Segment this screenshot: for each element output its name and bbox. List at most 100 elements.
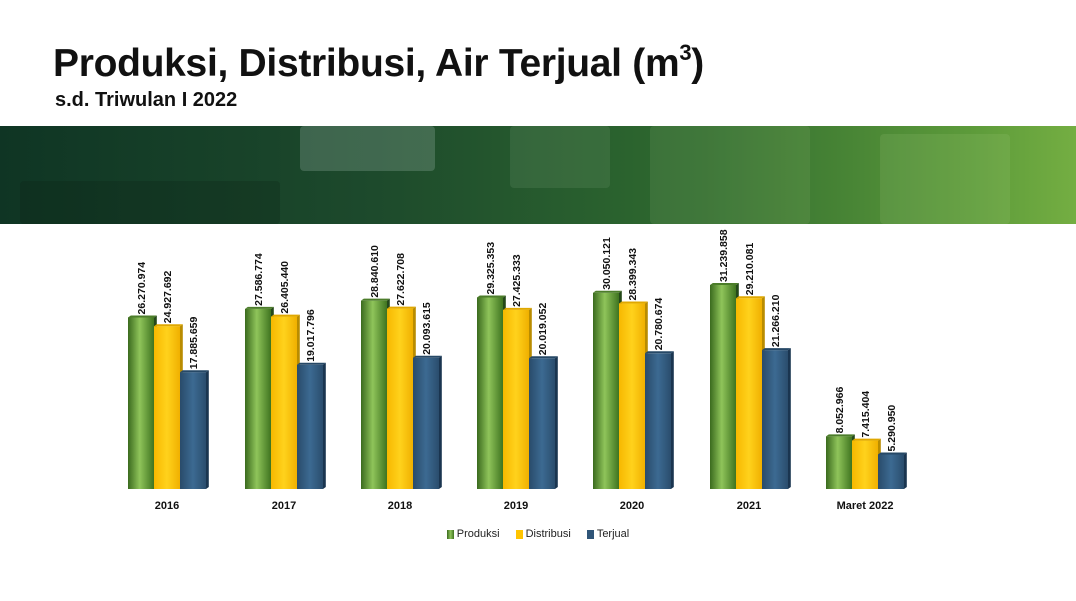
- bars-layer: [128, 283, 907, 489]
- bar-top-produksi-5: [710, 283, 739, 285]
- legend-item-terjual: Terjual: [586, 528, 630, 540]
- data-label-distribusi-0: 24.927.692: [162, 271, 174, 324]
- bar-top-terjual-2: [413, 355, 442, 358]
- legend-swatch-produksi: [446, 529, 454, 539]
- bar-produksi-2: [361, 300, 387, 489]
- banner-screen-shape: [510, 126, 610, 188]
- bar-top-terjual-0: [180, 370, 209, 373]
- data-label-distribusi-6: 7.415.404: [860, 391, 872, 438]
- bar-side-terjual-0: [206, 370, 209, 489]
- banner-board-shape: [650, 126, 810, 224]
- banner-paper-shape: [880, 134, 1010, 224]
- bar-top-distribusi-1: [271, 314, 300, 317]
- x-tick-label-6: Maret 2022: [837, 500, 894, 512]
- bar-distribusi-1: [271, 316, 297, 489]
- data-label-terjual-6: 5.290.950: [886, 405, 898, 452]
- bar-produksi-5: [710, 285, 736, 489]
- bar-produksi-4: [593, 292, 619, 489]
- bar-top-produksi-1: [245, 306, 274, 309]
- bar-distribusi-5: [736, 298, 762, 489]
- bar-terjual-1: [297, 364, 323, 489]
- data-label-distribusi-5: 29.210.081: [744, 243, 756, 296]
- legend-item-produksi: Produksi: [446, 528, 500, 540]
- x-tick-label-5: 2021: [737, 500, 761, 512]
- bar-terjual-4: [645, 353, 671, 489]
- data-label-terjual-4: 20.780.674: [653, 298, 665, 351]
- bar-top-terjual-3: [529, 356, 558, 359]
- bar-terjual-5: [762, 350, 788, 489]
- chart-legend: Produksi Distribusi Terjual: [0, 528, 1076, 540]
- x-tick-label-2: 2018: [388, 500, 412, 512]
- bar-distribusi-3: [503, 309, 529, 489]
- bar-top-produksi-3: [477, 295, 506, 298]
- bar-top-produksi-2: [361, 298, 390, 301]
- data-label-produksi-3: 29.325.353: [485, 242, 497, 295]
- data-label-terjual-3: 20.019.052: [537, 303, 549, 356]
- data-label-produksi-5: 31.239.858: [718, 229, 730, 282]
- bar-side-terjual-3: [555, 356, 558, 489]
- bar-chart: 26.270.974 24.927.692 17.885.659 2016 27.586…: [128, 229, 907, 512]
- data-label-distribusi-4: 28.399.343: [627, 248, 639, 301]
- bar-terjual-3: [529, 358, 555, 489]
- banner-desk-shape: [20, 181, 280, 224]
- bar-top-terjual-6: [878, 452, 907, 455]
- header-banner-image: [0, 126, 1076, 224]
- x-tick-label-0: 2016: [155, 500, 179, 512]
- bar-top-distribusi-2: [387, 306, 416, 309]
- bar-top-produksi-0: [128, 315, 157, 318]
- title-close-paren: ): [691, 42, 704, 85]
- legend-label-produksi: Produksi: [456, 528, 500, 540]
- bar-side-terjual-1: [323, 362, 326, 489]
- bar-terjual-6: [878, 454, 904, 489]
- data-label-produksi-0: 26.270.974: [136, 262, 148, 315]
- data-label-produksi-6: 8.052.966: [834, 387, 846, 434]
- banner-laptop-shape: [300, 126, 435, 171]
- legend-swatch-terjual: [586, 529, 594, 539]
- bar-top-terjual-1: [297, 362, 326, 365]
- bar-top-terjual-4: [645, 351, 674, 354]
- legend-swatch-distribusi: [515, 529, 523, 539]
- data-label-produksi-4: 30.050.121: [601, 237, 613, 290]
- data-label-terjual-1: 19.017.796: [305, 309, 317, 362]
- bar-top-distribusi-3: [503, 307, 532, 310]
- data-label-produksi-1: 27.586.774: [253, 253, 265, 306]
- bar-side-terjual-4: [671, 351, 674, 489]
- data-label-produksi-2: 28.840.610: [369, 245, 381, 298]
- bar-produksi-1: [245, 308, 271, 489]
- page-title: Produksi, Distribusi, Air Terjual (m3): [53, 40, 704, 86]
- data-label-distribusi-3: 27.425.333: [511, 254, 523, 307]
- page-subtitle: s.d. Triwulan I 2022: [55, 89, 238, 111]
- bar-produksi-3: [477, 297, 503, 489]
- bar-top-distribusi-4: [619, 301, 648, 304]
- bar-produksi-0: [128, 317, 154, 489]
- data-label-terjual-0: 17.885.659: [188, 316, 200, 369]
- bar-terjual-2: [413, 357, 439, 489]
- bar-top-produksi-4: [593, 290, 622, 293]
- x-tick-label-4: 2020: [620, 500, 644, 512]
- bar-distribusi-6: [852, 440, 878, 489]
- x-tick-label-3: 2019: [504, 500, 528, 512]
- bar-distribusi-2: [387, 308, 413, 489]
- data-label-terjual-5: 21.266.210: [770, 294, 782, 347]
- bar-top-terjual-5: [762, 348, 791, 351]
- data-label-distribusi-2: 27.622.708: [395, 253, 407, 306]
- legend-item-distribusi: Distribusi: [515, 528, 571, 540]
- title-superscript: 3: [679, 40, 692, 65]
- bar-terjual-0: [180, 372, 206, 489]
- bar-top-distribusi-5: [736, 296, 765, 299]
- bar-top-distribusi-6: [852, 438, 881, 441]
- labels-layer: 26.270.974 24.927.692 17.885.659 2016 27.586…: [136, 229, 898, 512]
- bar-side-terjual-6: [904, 452, 907, 489]
- legend-label-terjual: Terjual: [596, 528, 630, 540]
- data-label-terjual-2: 20.093.615: [421, 302, 433, 355]
- bar-produksi-6: [826, 436, 852, 489]
- page-title-text: Produksi, Distribusi, Air Terjual (m: [53, 42, 680, 85]
- bar-side-terjual-5: [788, 348, 791, 489]
- data-label-distribusi-1: 26.405.440: [279, 261, 291, 314]
- bar-top-distribusi-0: [154, 324, 183, 327]
- x-tick-label-1: 2017: [272, 500, 296, 512]
- legend-label-distribusi: Distribusi: [525, 528, 571, 540]
- bar-distribusi-0: [154, 326, 180, 489]
- bar-distribusi-4: [619, 303, 645, 489]
- bar-top-produksi-6: [826, 434, 855, 437]
